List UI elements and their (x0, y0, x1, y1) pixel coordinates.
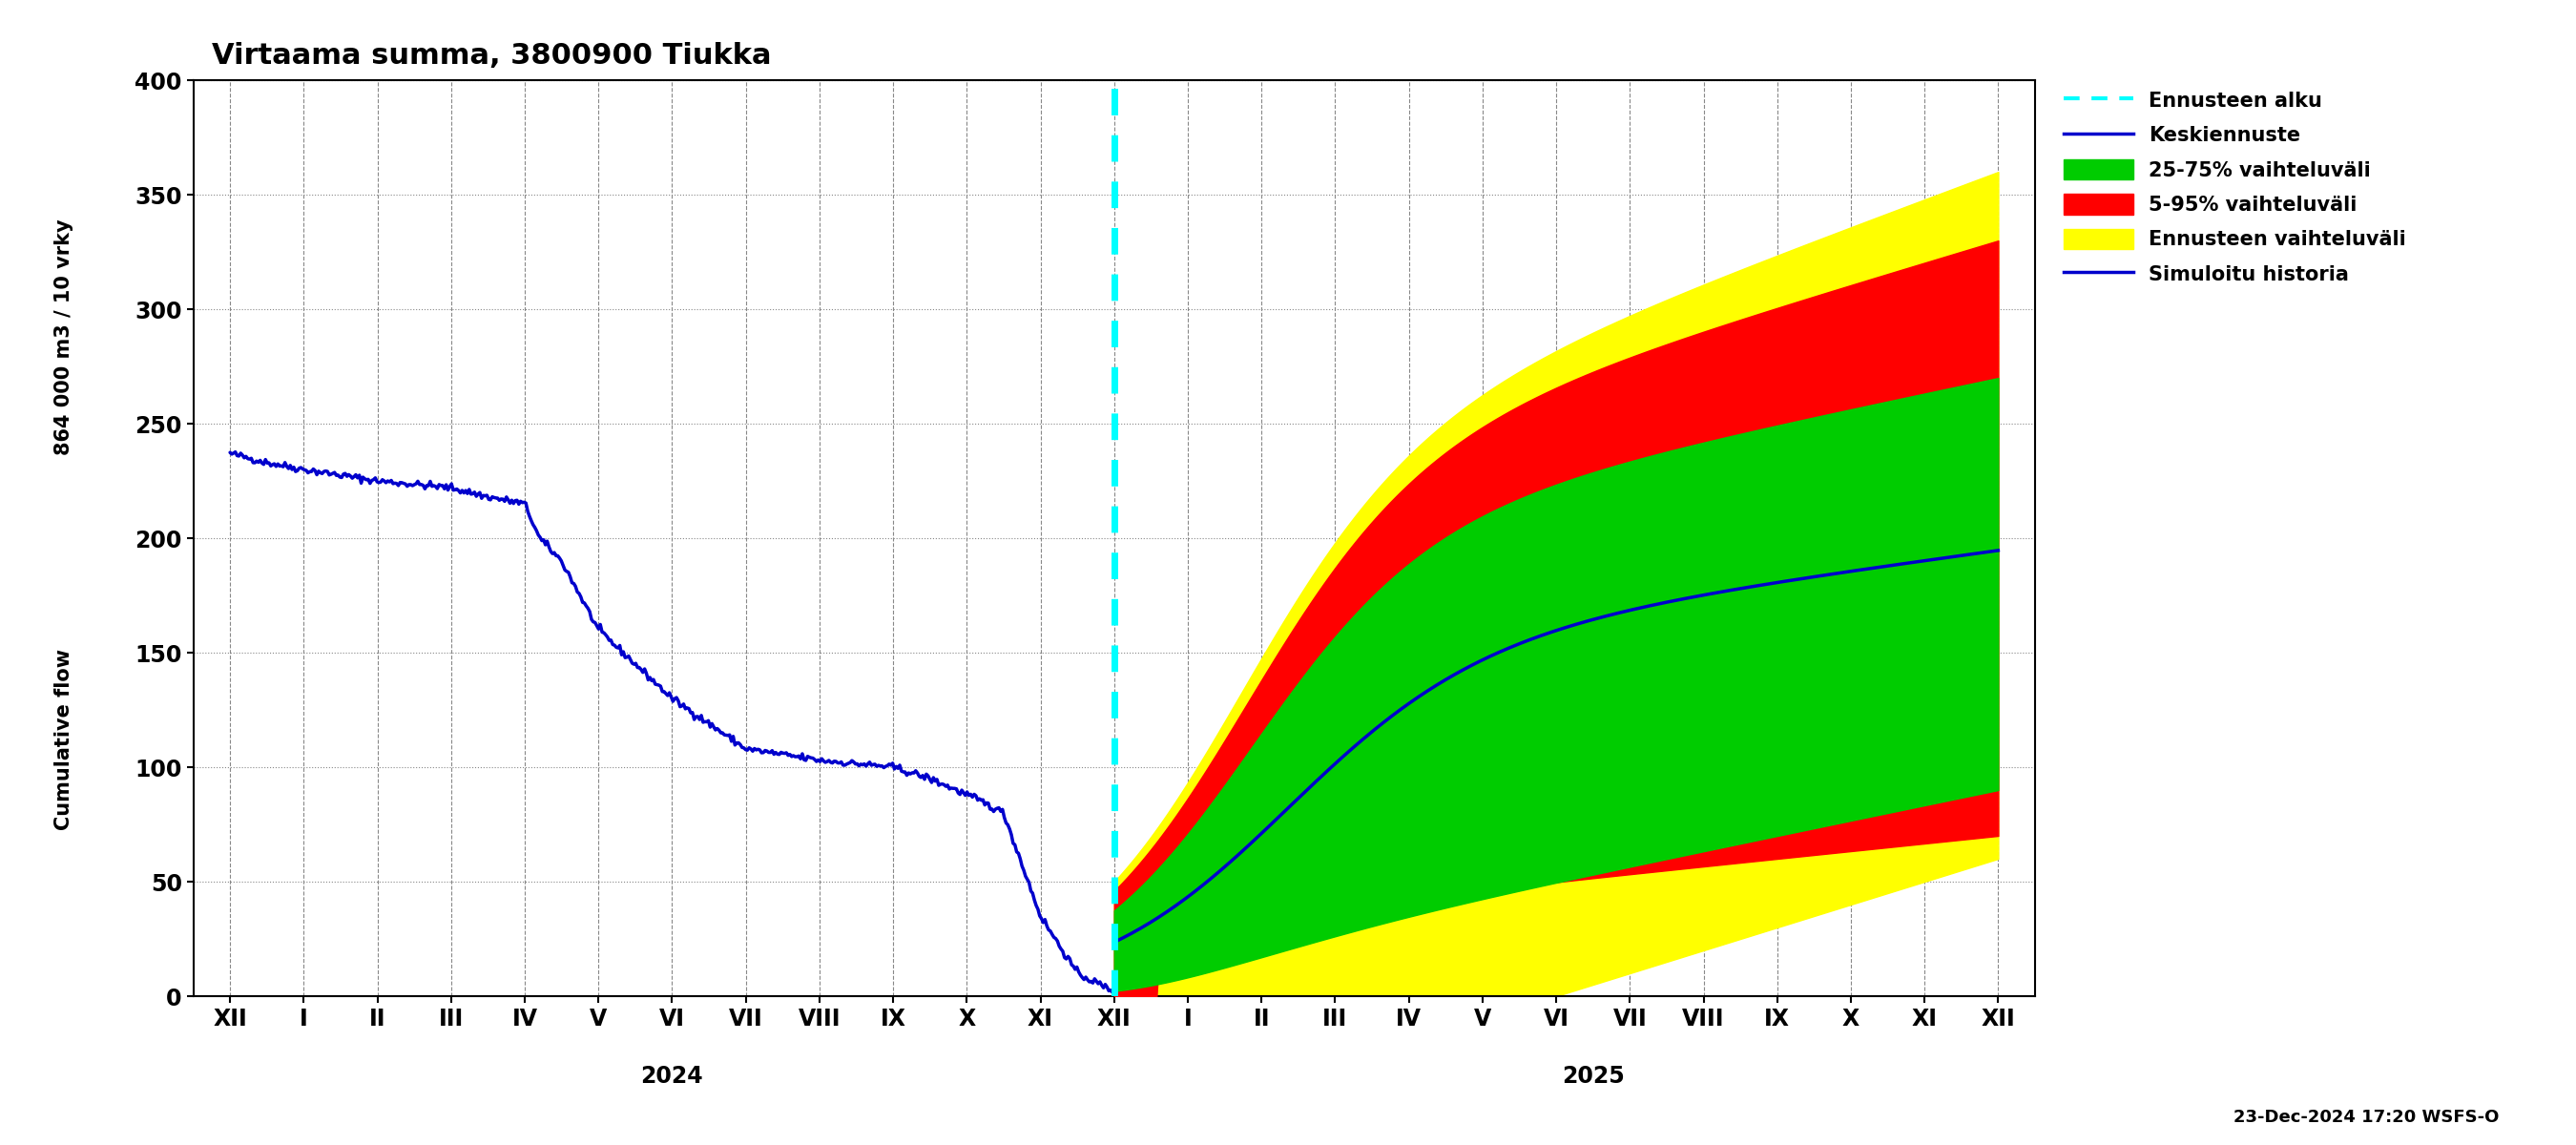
Text: 2025: 2025 (1561, 1065, 1625, 1088)
Legend: Ennusteen alku, Keskiennuste, 25-75% vaihteluväli, 5-95% vaihteluväli, Ennusteen: Ennusteen alku, Keskiennuste, 25-75% vai… (2063, 90, 2406, 284)
Text: 864 000 m3 / 10 vrky: 864 000 m3 / 10 vrky (54, 219, 75, 455)
Text: 23-Dec-2024 17:20 WSFS-O: 23-Dec-2024 17:20 WSFS-O (2233, 1108, 2499, 1126)
Text: Virtaama summa, 3800900 Tiukka: Virtaama summa, 3800900 Tiukka (211, 42, 770, 70)
Text: 2024: 2024 (641, 1065, 703, 1088)
Text: Cumulative flow: Cumulative flow (54, 649, 75, 830)
